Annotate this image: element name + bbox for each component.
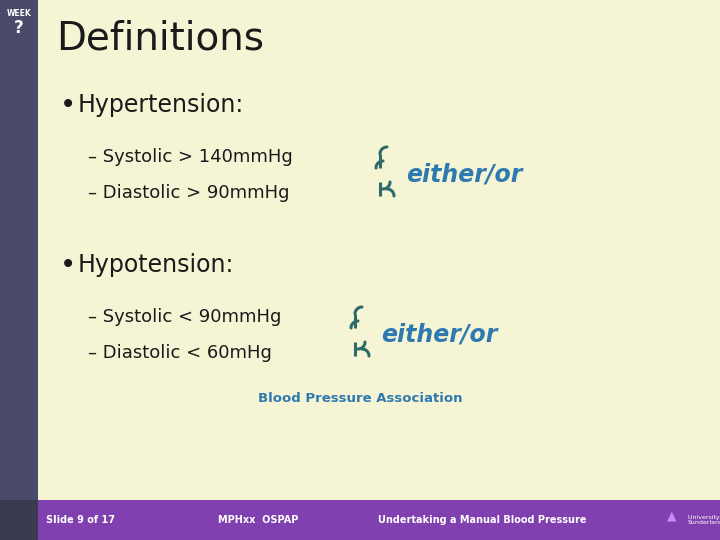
Text: ?: ? <box>14 19 24 37</box>
Text: Undertaking a Manual Blood Pressure: Undertaking a Manual Blood Pressure <box>378 515 587 525</box>
Text: either/or: either/or <box>406 163 523 187</box>
Text: Blood Pressure Association: Blood Pressure Association <box>258 392 462 404</box>
Text: University of
Sunderland: University of Sunderland <box>688 515 720 525</box>
Text: •: • <box>60 251 76 279</box>
Text: either/or: either/or <box>381 323 498 347</box>
Bar <box>0 0 38 500</box>
Bar <box>38 500 720 540</box>
Text: •: • <box>60 91 76 119</box>
Text: ▲: ▲ <box>667 510 677 523</box>
Text: WEEK: WEEK <box>6 10 32 18</box>
Text: Hypertension:: Hypertension: <box>78 93 244 117</box>
Text: Hypotension:: Hypotension: <box>78 253 235 277</box>
Text: Slide 9 of 17: Slide 9 of 17 <box>46 515 115 525</box>
Bar <box>0 500 38 540</box>
Text: – Systolic < 90mmHg: – Systolic < 90mmHg <box>88 308 282 326</box>
Text: – Diastolic > 90mmHg: – Diastolic > 90mmHg <box>88 184 289 202</box>
Text: Definitions: Definitions <box>56 19 264 57</box>
Text: – Systolic > 140mmHg: – Systolic > 140mmHg <box>88 148 293 166</box>
Text: – Diastolic < 60mHg: – Diastolic < 60mHg <box>88 344 272 362</box>
Text: MPHxx  OSPAP: MPHxx OSPAP <box>218 515 298 525</box>
